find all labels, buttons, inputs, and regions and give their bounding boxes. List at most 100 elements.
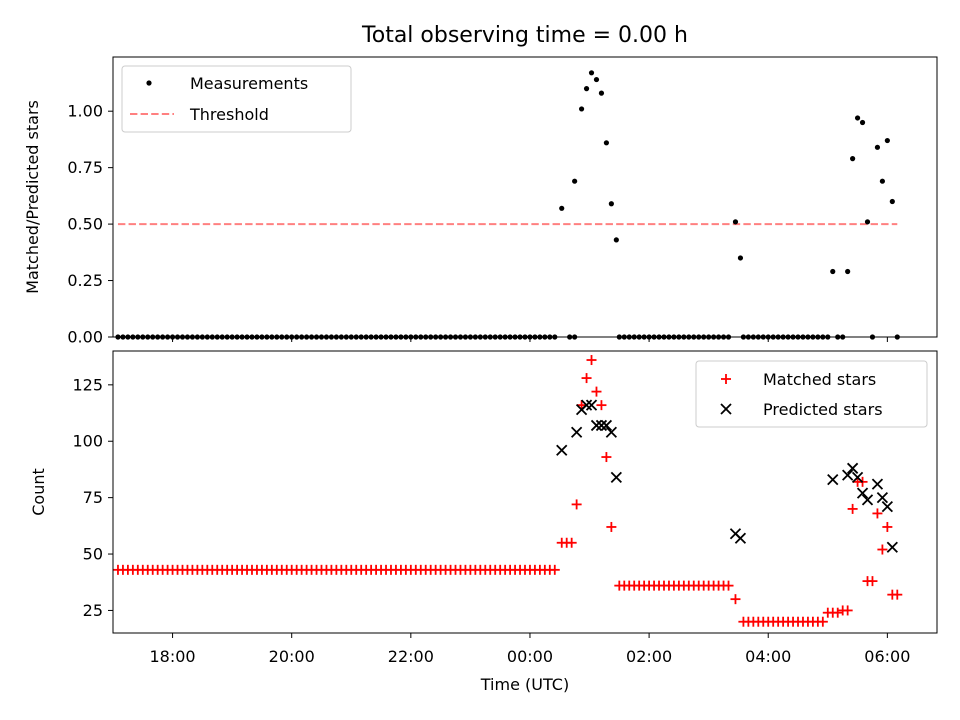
bottom-x-tick-label: 18:00: [150, 647, 196, 666]
predicted-point-b: [846, 462, 859, 474]
matched-point: [867, 576, 878, 587]
predicted-point: [600, 419, 613, 432]
matched-point: [566, 537, 577, 548]
predicted-point: [585, 399, 598, 411]
predicted-point-b: [734, 532, 747, 544]
matched-point: [723, 580, 734, 591]
matched-point: [832, 607, 843, 618]
predicted-point-b: [610, 471, 622, 483]
bottom-legend: Matched stars Predicted stars: [695, 360, 928, 428]
top-x-ticks: [172, 337, 888, 342]
bottom-y-tick-label: 50: [83, 545, 103, 564]
matched-point: [730, 594, 741, 605]
predicted-point-b: [570, 426, 583, 438]
bottom-x-tick-label: 22:00: [388, 647, 434, 666]
predicted-point-b: [886, 541, 898, 553]
matched-point: [877, 544, 888, 555]
bottom-y-tick-label: 25: [83, 601, 103, 620]
predicted-point: [876, 492, 889, 504]
matched-point: [882, 521, 893, 532]
legend-threshold-label: Threshold: [189, 105, 269, 124]
bottom-legend-box: [695, 360, 928, 428]
predicted-point: [881, 501, 893, 513]
predicted-point: [556, 444, 568, 456]
matched-point: [892, 589, 903, 600]
measurement-point: [559, 205, 565, 211]
bottom-axes-frame: [112, 350, 938, 634]
measurement-point: [879, 178, 885, 184]
bottom-x-tick-label: 20:00: [269, 647, 315, 666]
measurement-point: [874, 144, 881, 150]
predicted-point: [827, 473, 839, 486]
predicted-point: [605, 426, 618, 438]
measurement-point: [588, 70, 595, 76]
predicted-point: [734, 532, 747, 544]
top-panel: 0.00 0.25 0.50 0.75 1.00 Matched/Predicted s…: [23, 56, 938, 347]
matched-point: [571, 499, 582, 510]
matched-point: [847, 503, 858, 514]
top-y-tick-label: 0.75: [67, 158, 103, 177]
matched-point: [581, 373, 592, 384]
predicted-point-b: [876, 492, 889, 504]
predicted-point-b: [851, 471, 864, 483]
predicted-point-b: [842, 469, 854, 481]
measurement-point: [583, 86, 590, 92]
measurement-point: [732, 219, 739, 225]
measurement-point: [830, 268, 836, 275]
legend-matched-marker: [721, 374, 731, 384]
predicted-point-b: [595, 419, 608, 432]
measurement-point: [864, 219, 871, 225]
bottom-x-ticks: 18:00 20:00 22:00 00:00 02:00 04:00 06:00: [150, 633, 910, 666]
predicted-point: [570, 426, 583, 438]
chart-title: Total observing time = 0.00 h: [361, 23, 688, 48]
legend-predicted-x-b: [720, 403, 732, 415]
measurement-point: [854, 115, 861, 121]
measurement-point: [578, 106, 585, 112]
matched-point: [591, 386, 602, 397]
top-y-tick-label: 1.00: [67, 102, 103, 121]
bottom-panel: 25 50 75 100 125 18:00 20:00 22:00 00:00 02:00 04…: [29, 350, 938, 694]
predicted-point: [610, 471, 622, 483]
measurement-point: [884, 137, 890, 144]
top-y-tick-label: 0.00: [67, 328, 103, 347]
predicted-point-b: [861, 494, 874, 506]
predicted-point-b: [580, 399, 593, 411]
legend-predicted-x: [720, 403, 732, 415]
x-axis-label: Time (UTC): [480, 675, 569, 694]
predicted-point: [590, 419, 603, 432]
predicted-point: [886, 541, 898, 553]
top-y-ticks: 0.00 0.25 0.50 0.75 1.00: [67, 102, 113, 347]
predicted-point: [595, 419, 608, 432]
legend-predicted-label: Predicted stars: [763, 400, 883, 419]
measurement-point: [845, 268, 851, 275]
top-y-tick-label: 0.25: [67, 271, 103, 290]
legend-measurements-marker: [146, 80, 152, 86]
predicted-point: [580, 399, 593, 411]
matched-point: [549, 564, 560, 575]
predicted-point-b: [600, 419, 613, 432]
predicted-point-b: [871, 478, 884, 490]
bottom-y-tick-label: 75: [83, 488, 103, 507]
measurement-point: [613, 237, 619, 243]
bottom-marks: [112, 355, 903, 627]
legend-measurements-label: Measurements: [190, 74, 308, 93]
measurement-point: [608, 201, 614, 207]
matched-point: [606, 521, 617, 532]
measurement-point: [572, 178, 578, 184]
predicted-point-b: [856, 487, 869, 499]
matched-point: [817, 616, 828, 627]
bottom-y-tick-label: 125: [72, 375, 103, 394]
measurement-point: [593, 76, 600, 83]
top-y-tick-label: 0.50: [67, 215, 103, 234]
predicted-point-b: [881, 501, 893, 513]
bottom-x-tick-label: 02:00: [626, 647, 672, 666]
measurement-point: [603, 140, 610, 146]
bottom-y-ticks: 25 50 75 100 125: [72, 375, 113, 620]
predicted-point-b: [556, 444, 568, 456]
measurement-point: [859, 119, 866, 126]
predicted-point: [861, 494, 874, 506]
predicted-point: [856, 487, 869, 499]
bottom-x-tick-label: 06:00: [864, 647, 910, 666]
bottom-x-tick-label: 00:00: [507, 647, 553, 666]
